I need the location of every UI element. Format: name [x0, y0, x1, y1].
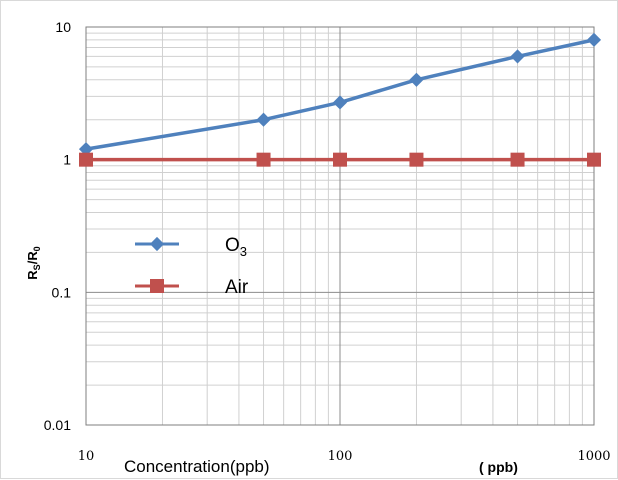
y-axis-label: RS/R0 — [25, 246, 42, 279]
x-tick-label: 100 — [328, 449, 353, 464]
legend-o3-label: O3 — [225, 235, 247, 259]
y-tick-label: 10 — [55, 19, 71, 35]
data-point-air — [333, 152, 347, 167]
x-tick-label: 10 — [78, 449, 95, 464]
series-line-o3 — [85, 38, 595, 151]
y-tick-labels: 10 1 0.1 0.01 — [44, 19, 71, 433]
y-tick-label: 0.01 — [44, 417, 71, 433]
data-point-air — [587, 152, 601, 167]
x-tick-labels: 10 100 1000 — [78, 449, 611, 464]
data-point-air — [79, 152, 93, 167]
legend-o3-marker — [149, 236, 165, 252]
x-axis-unit: ( ppb) — [479, 459, 518, 475]
y-tick-label: 0.1 — [52, 284, 72, 300]
x-tick-label: 1000 — [577, 449, 610, 464]
data-point-o3 — [510, 49, 525, 64]
plot-area-frame — [85, 26, 595, 426]
legend-entry-o3: O3 — [135, 235, 247, 259]
y-tick-label: 1 — [63, 152, 71, 168]
legend-entry-air: Air — [135, 277, 249, 298]
data-point-o3 — [409, 72, 424, 87]
data-point-o3 — [586, 32, 602, 47]
data-point-o3 — [332, 95, 348, 110]
data-point-o3 — [256, 112, 271, 127]
legend-air-marker — [150, 279, 164, 293]
legend-air-label: Air — [225, 277, 249, 298]
data-point-air — [256, 152, 271, 167]
data-point-air — [510, 152, 525, 167]
series-layer — [78, 32, 602, 167]
legend: O3 Air — [135, 235, 249, 298]
data-point-air — [409, 152, 424, 167]
x-axis-label: Concentration(ppb) — [124, 457, 270, 476]
